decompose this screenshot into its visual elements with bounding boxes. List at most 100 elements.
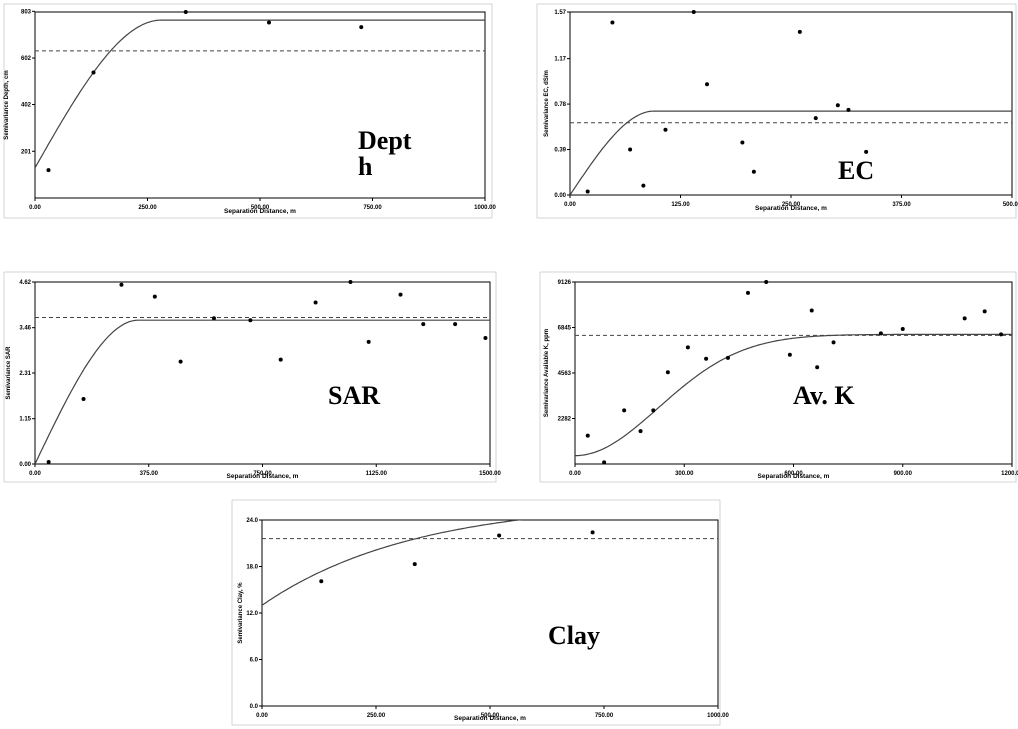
chart-panel-avk: 0.00 300.00 600.00 900.00 1200.00 2282 4563 684… [539, 271, 1018, 483]
y-tick-label: 402 [21, 103, 32, 109]
x-tick-label: 0.00 [256, 713, 268, 719]
y-tick-label: 0.78 [554, 102, 566, 108]
data-point [740, 140, 745, 145]
x-axis-label: Separation Distance, m [227, 473, 299, 480]
x-tick-label: 600.00 [784, 471, 803, 477]
data-point [787, 352, 792, 357]
x-axis-label: Separation Distance, m [454, 715, 526, 722]
x-tick-label: 1000.00 [474, 205, 496, 211]
data-point [809, 308, 814, 313]
y-tick-label: 9126 [558, 280, 572, 286]
x-axis-label: Separation Distance, m [755, 205, 827, 212]
model-curve [35, 319, 490, 464]
data-point [815, 365, 820, 370]
x-tick-label: 250.00 [367, 713, 386, 719]
data-point [483, 335, 488, 340]
data-point [846, 107, 851, 112]
x-axis-label: Separation Distance, m [224, 208, 296, 215]
data-point [797, 29, 802, 34]
model-curve [570, 110, 1012, 195]
variable-label: SAR [328, 381, 380, 410]
y-axis-label: Semivariance Available K, ppm [544, 329, 550, 417]
x-tick-label: 750.00 [363, 205, 382, 211]
data-point [178, 359, 183, 364]
x-tick-label: 900.00 [894, 471, 913, 477]
y-tick-label: 1.57 [554, 10, 566, 16]
data-point [152, 294, 157, 299]
data-point [813, 116, 818, 121]
data-point [610, 20, 615, 25]
y-axis-label: Semivariance EC, dS/m [544, 70, 550, 137]
data-point [313, 300, 318, 305]
y-tick-label: 0.39 [554, 148, 566, 154]
x-tick-label: 0.00 [569, 471, 581, 477]
data-point [412, 562, 417, 567]
y-tick-label: 4.62 [19, 280, 31, 286]
data-point [665, 370, 670, 375]
data-point [248, 318, 253, 323]
data-point [831, 340, 836, 345]
x-tick-label: 0.00 [29, 471, 41, 477]
data-point [359, 25, 364, 30]
data-point [982, 309, 987, 314]
data-point [46, 168, 51, 173]
data-point [119, 282, 124, 287]
data-point [685, 345, 690, 350]
panel-frame [231, 499, 721, 726]
variable-label: Av. K [793, 381, 855, 410]
chart-panel-clay: 0.00 250.00 500.00 750.00 1000.00 0.0 6.0 12.0 1… [231, 499, 730, 726]
y-axis-label: Semivariance Depth, cm [4, 70, 10, 139]
x-tick-label: 500.00 [1003, 202, 1018, 208]
data-point [962, 316, 967, 321]
y-tick-label: 803 [21, 9, 32, 15]
x-tick-label: 750.00 [253, 471, 272, 477]
variable-label-box [835, 155, 890, 190]
x-tick-label: 0.00 [564, 202, 576, 208]
data-point [278, 357, 283, 362]
x-tick-label: 250.00 [782, 202, 801, 208]
data-point [497, 533, 502, 538]
data-point [398, 292, 403, 297]
variable-label-box [790, 380, 885, 420]
x-tick-label: 1200.00 [1001, 471, 1018, 477]
x-tick-label: 1125.00 [366, 471, 388, 477]
y-axis-label: Semivariance SAR [6, 346, 12, 400]
x-tick-label: 500.00 [251, 205, 270, 211]
data-point [704, 356, 709, 361]
panel-frame [3, 271, 497, 483]
model-curve [35, 19, 485, 169]
data-point [663, 127, 668, 132]
model-curve [262, 520, 524, 606]
chart-panel-ec: 0.00 125.00 250.00 375.00 500.00 0.00 0.39 0.78… [536, 3, 1018, 219]
x-tick-label: 750.00 [595, 713, 614, 719]
data-point [348, 280, 353, 284]
x-tick-label: 0.00 [29, 205, 41, 211]
chart-panel-depth: 0.00 250.00 500.00 750.00 1000.00 201 402 602 80… [3, 3, 497, 219]
x-tick-label: 300.00 [675, 471, 694, 477]
data-point [641, 183, 646, 188]
variable-label-box [545, 620, 615, 665]
x-tick-label: 250.00 [138, 205, 157, 211]
data-point [622, 408, 627, 413]
data-point [366, 339, 371, 344]
x-tick-label: 375.00 [140, 471, 159, 477]
data-point [751, 169, 756, 174]
y-tick-label: 0.00 [19, 462, 31, 468]
data-point [602, 460, 607, 465]
y-tick-label: 0.0 [250, 704, 259, 710]
y-tick-label: 18.0 [246, 565, 258, 571]
data-point [651, 408, 656, 413]
variable-label: Dept h [358, 126, 412, 181]
data-point [590, 530, 595, 535]
y-tick-label: 24.0 [246, 518, 258, 524]
model-curve [575, 333, 1012, 457]
data-point [211, 316, 216, 321]
variable-label: Clay [548, 621, 600, 650]
data-point [638, 429, 643, 434]
data-point [183, 10, 188, 14]
data-point [46, 460, 51, 465]
data-point [764, 280, 769, 284]
data-point [900, 326, 905, 331]
variable-label-box [325, 380, 395, 420]
